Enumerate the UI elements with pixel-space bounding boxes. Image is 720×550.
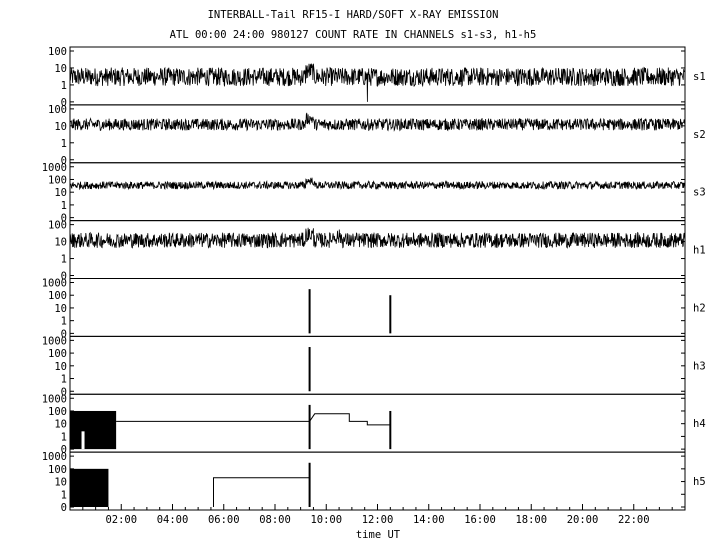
x-axis: 02:00 04:00 06:00 08:00 10:00 12:00 14:00 16:00… <box>69 504 686 526</box>
panel-label-s2: s2 <box>693 129 706 141</box>
block-h5 <box>70 468 109 507</box>
panels-group: 1001010s11001010s210001001010s31001010h1… <box>42 46 706 514</box>
y-tick-label: 1000 <box>42 278 67 290</box>
series-h1 <box>69 227 686 249</box>
y-tick-label: 10 <box>54 121 67 133</box>
panel-frame-h1 <box>69 220 686 279</box>
block-gap-h4 <box>81 431 85 450</box>
x-tick-label: 04:00 <box>157 514 189 526</box>
y-tick-label: 0 <box>61 213 67 225</box>
x-tick-label: 12:00 <box>362 514 394 526</box>
panel-frame-h2 <box>69 278 686 337</box>
series-s2 <box>69 112 686 132</box>
y-tick-label: 1 <box>61 200 67 212</box>
y-tick-label: 1 <box>61 138 67 150</box>
y-tick-label: 0 <box>61 97 67 109</box>
panel-frame-s3 <box>69 162 686 222</box>
chart-subtitle: ATL 00:00 24:00 980127 COUNT RATE IN CHA… <box>170 29 537 41</box>
y-tick-label: 1000 <box>42 451 67 463</box>
y-tick-label: 1 <box>61 80 67 92</box>
x-tick-label: 02:00 <box>105 514 137 526</box>
y-tick-label: 0 <box>61 271 67 283</box>
panel-label-h3: h3 <box>693 360 706 372</box>
x-tick-label: 16:00 <box>464 514 496 526</box>
panel-label-s1: s1 <box>693 71 706 83</box>
y-tick-label: 10 <box>54 303 67 315</box>
panel-frame-h3 <box>69 335 686 395</box>
y-tick-label: 0 <box>61 444 67 456</box>
y-tick-label: 100 <box>48 348 67 360</box>
y-tick-label: 10 <box>54 419 67 431</box>
y-tick-label: 1 <box>61 374 67 386</box>
step-line-h4 <box>116 413 391 426</box>
y-tick-label: 100 <box>48 46 67 58</box>
y-tick-label: 1 <box>61 431 67 443</box>
x-tick-label: 18:00 <box>515 514 547 526</box>
y-tick-label: 1 <box>61 489 67 501</box>
panel-label-h4: h4 <box>693 418 706 430</box>
y-tick-label: 10 <box>54 477 67 489</box>
panel-label-h5: h5 <box>693 476 706 488</box>
x-tick-label: 06:00 <box>208 514 240 526</box>
x-tick-label: 20:00 <box>567 514 599 526</box>
y-tick-label: 10 <box>54 237 67 249</box>
y-tick-label: 100 <box>48 290 67 302</box>
block-h4 <box>70 410 117 450</box>
y-tick-label: 0 <box>61 386 67 398</box>
chart-title: INTERBALL-Tail RF15-I HARD/SOFT X-RAY EM… <box>208 9 499 21</box>
panel-frame-h5 <box>69 451 686 511</box>
panel-frame-s2 <box>69 104 686 164</box>
y-tick-label: 0 <box>61 155 67 167</box>
y-tick-label: 1000 <box>42 335 67 347</box>
y-tick-label: 100 <box>48 406 67 418</box>
y-tick-label: 100 <box>48 220 67 232</box>
y-tick-label: 0 <box>61 502 67 514</box>
x-tick-label: 10:00 <box>310 514 342 526</box>
panel-label-h1: h1 <box>693 245 706 257</box>
series-s1 <box>69 63 686 102</box>
y-tick-label: 100 <box>48 174 67 186</box>
y-tick-label: 100 <box>48 104 67 116</box>
series-s3 <box>69 177 686 191</box>
y-tick-label: 0 <box>61 328 67 340</box>
y-tick-label: 1 <box>61 316 67 328</box>
x-axis-label: time UT <box>356 529 401 541</box>
x-tick-label: 22:00 <box>618 514 650 526</box>
step-line-h5 <box>213 477 310 507</box>
y-tick-label: 10 <box>54 361 67 373</box>
x-tick-label: 08:00 <box>259 514 291 526</box>
panel-label-h2: h2 <box>693 302 706 314</box>
y-tick-label: 10 <box>54 63 67 75</box>
y-tick-label: 1000 <box>42 162 67 174</box>
x-tick-label: 14:00 <box>413 514 445 526</box>
panel-frame-h4 <box>69 393 686 453</box>
y-tick-label: 10 <box>54 187 67 199</box>
y-tick-label: 100 <box>48 464 67 476</box>
y-tick-label: 1 <box>61 254 67 266</box>
y-tick-label: 1000 <box>42 393 67 405</box>
panel-label-s3: s3 <box>693 187 706 199</box>
